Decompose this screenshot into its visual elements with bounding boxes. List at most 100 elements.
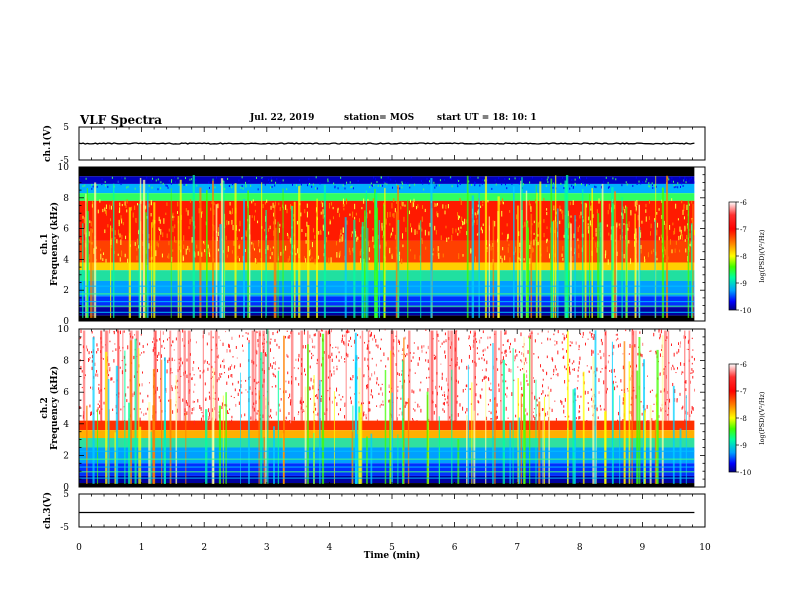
spectrogram-speckle	[328, 257, 330, 264]
spectrogram-speckle	[649, 390, 651, 393]
spectrogram-speckle	[166, 184, 168, 187]
spectrogram-speckle	[99, 410, 101, 415]
spectrogram-speckle	[554, 340, 556, 342]
spectrogram-speckle	[673, 230, 675, 235]
spectrogram-band-6	[79, 475, 695, 484]
spectrogram-burst	[599, 222, 602, 318]
spectrogram-speckle	[519, 258, 521, 261]
spectrogram-speckle	[397, 386, 399, 388]
spectrogram-speckle	[557, 330, 559, 334]
spectrogram-speckle	[565, 367, 567, 371]
spectrogram-burst	[273, 426, 275, 484]
spectrogram-speckle	[663, 220, 665, 226]
spectrogram-speckle	[402, 182, 404, 185]
spectrogram-speckle	[162, 232, 164, 238]
spectrogram-speckle	[679, 185, 681, 188]
spectrogram-speckle	[459, 403, 461, 407]
spectrogram-speckle	[506, 395, 508, 398]
spectrogram-speckle	[134, 334, 136, 336]
y-tick-label: 8	[63, 357, 69, 367]
spectrogram-speckle	[437, 333, 439, 338]
spectrogram-speckle	[136, 203, 138, 206]
spectrogram-speckle	[178, 183, 180, 186]
spectrogram-speckle	[273, 373, 275, 377]
spectrogram-speckle	[172, 214, 174, 219]
spectrogram-speckle	[178, 358, 180, 360]
spectrogram-streak	[300, 330, 303, 421]
spectrogram-speckle	[269, 416, 271, 418]
spectrogram-speckle	[111, 228, 113, 232]
spectrogram-speckle	[79, 337, 81, 340]
spectrogram-speckle	[660, 408, 662, 412]
spectrogram-speckle	[239, 389, 241, 392]
spectrogram-speckle	[126, 209, 128, 213]
spectrogram-speckle	[445, 204, 447, 210]
spectrogram-tone	[79, 293, 695, 295]
spectrogram-speckle	[244, 413, 246, 417]
spectrogram-speckle	[642, 342, 644, 346]
spectrogram-speckle	[660, 390, 662, 393]
spectrogram-speckle	[571, 362, 573, 365]
spectrogram-speckle	[686, 225, 688, 229]
spectrogram-speckle	[414, 229, 416, 235]
spectrogram-speckle	[352, 359, 354, 361]
spectrogram-speckle	[250, 416, 252, 420]
spectrogram-speckle	[529, 244, 531, 250]
spectrogram-speckle	[641, 220, 643, 224]
spectrogram-speckle	[579, 215, 581, 219]
spectrogram-speckle	[502, 356, 504, 361]
spectrogram-speckle	[589, 331, 591, 334]
spectrogram-streak	[251, 330, 255, 421]
spectrogram-speckle	[687, 348, 689, 351]
spectrogram-speckle	[241, 237, 243, 240]
spectrogram-speckle	[461, 359, 463, 363]
spectrogram-speckle	[463, 221, 465, 225]
spectrogram-speckle	[586, 177, 588, 180]
spectrogram-speckle	[385, 218, 387, 225]
spectrogram-speckle	[363, 198, 365, 204]
spectrogram-speckle	[327, 390, 329, 392]
spectrogram-burst	[654, 220, 656, 318]
spectrogram-speckle	[547, 337, 549, 341]
spectrogram-speckle	[382, 400, 384, 403]
spectrogram-speckle	[477, 176, 479, 179]
spectrogram-burst	[407, 398, 410, 484]
spectrogram-speckle	[238, 228, 240, 232]
spectrogram-speckle	[411, 201, 413, 208]
spectrogram-speckle	[127, 185, 129, 188]
spectrogram-burst	[478, 192, 480, 318]
spectrogram-speckle	[238, 245, 240, 249]
spectrogram-speckle	[295, 184, 297, 187]
spectrogram-speckle	[494, 221, 496, 227]
ch2-spectrogram	[79, 329, 696, 487]
spectrogram-speckle	[487, 377, 489, 380]
spectrogram-speckle	[546, 212, 548, 216]
spectrogram-speckle	[465, 411, 467, 414]
spectrogram-burst	[298, 186, 301, 318]
spectrogram-speckle	[469, 346, 471, 350]
spectrogram-speckle	[321, 363, 323, 367]
spectrogram-speckle	[600, 370, 602, 373]
spectrogram-speckle	[90, 411, 92, 416]
spectrogram-speckle	[208, 181, 210, 184]
spectrogram-speckle	[269, 348, 271, 352]
spectrogram-speckle	[627, 227, 629, 231]
spectrogram-speckle	[392, 186, 394, 189]
spectrogram-burst	[521, 177, 523, 318]
spectrogram-speckle	[352, 211, 354, 218]
spectrogram-speckle	[542, 408, 544, 411]
spectrogram-speckle	[563, 234, 565, 238]
spectrogram-speckle	[214, 407, 216, 411]
spectrogram-speckle	[446, 237, 448, 242]
spectrogram-speckle	[276, 343, 278, 347]
spectrogram-speckle	[578, 253, 580, 258]
spectrogram-speckle	[332, 216, 334, 220]
spectrogram-burst	[139, 426, 142, 484]
x-tick-label: 4	[327, 543, 333, 553]
spectrogram-speckle	[340, 398, 342, 401]
spectrogram-speckle	[691, 372, 693, 374]
spectrogram-burst	[538, 401, 541, 484]
spectrogram-burst	[316, 216, 318, 318]
spectrogram-speckle	[435, 385, 437, 390]
spectrogram-speckle	[121, 250, 123, 257]
